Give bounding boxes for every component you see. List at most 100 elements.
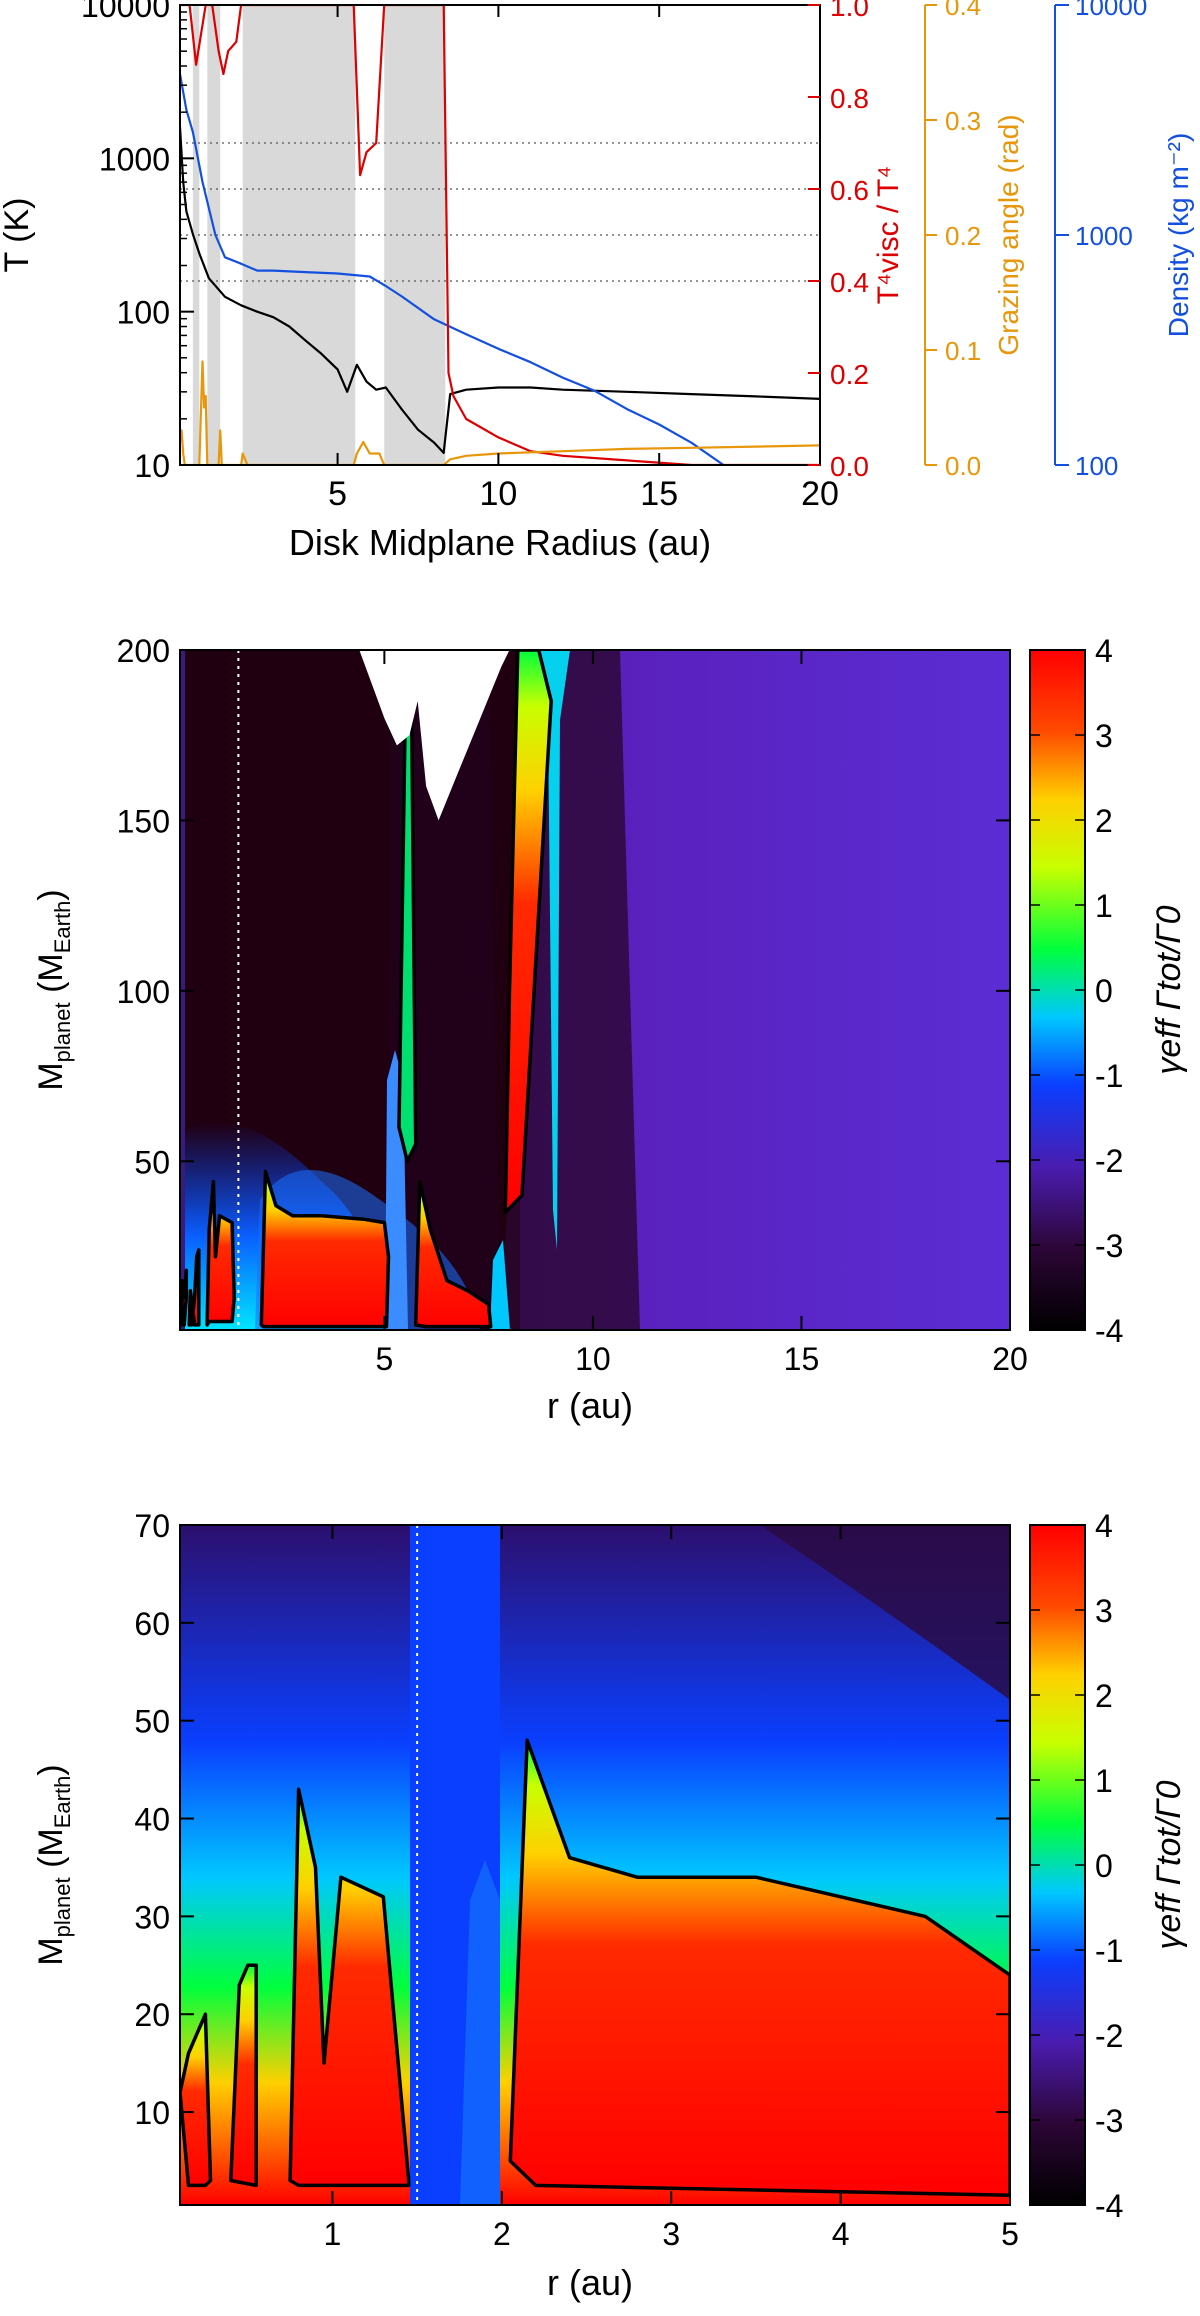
panel2-y-label-main: M <box>32 1062 70 1090</box>
panel2-y-label-sub1: planet <box>50 1002 75 1062</box>
ratio-tick-label: 1.0 <box>830 0 869 22</box>
panel3-y-label-sub1: planet <box>50 1877 75 1937</box>
y-tick-label: 50 <box>134 1704 170 1740</box>
panel1: 5 10 15 20 10 100 1000 10000 0.0 0.2 0.4 0.6 0.8 1.… <box>0 0 1194 563</box>
colorbar-tick-label: 1 <box>1095 1763 1113 1799</box>
shaded-region-1 <box>192 5 200 465</box>
panel2-dark-gap-region <box>390 650 500 1330</box>
panel1-temperature-axis-label: T (K) <box>0 198 36 273</box>
density-tick-label: 10000 <box>1075 0 1147 21</box>
panel3-dark-corner <box>760 1525 1010 1700</box>
zero-contour-3 <box>288 1787 411 2188</box>
panel2-x-axis-label: r (au) <box>547 1385 633 1426</box>
colorbar-tick-label: -4 <box>1095 2188 1123 2224</box>
y-tick-label: 100 <box>117 974 170 1010</box>
panel3-plot-frame <box>179 1524 1011 2206</box>
panel1-x-ticks: 5 10 15 20 <box>328 5 839 513</box>
T-tick-label: 100 <box>117 295 170 331</box>
density-tick-label: 100 <box>1075 451 1118 481</box>
zero-contour-5 <box>413 1179 493 1329</box>
x-tick-label: 15 <box>784 1341 820 1377</box>
y-tick-label: 30 <box>134 1899 170 1935</box>
x-tick-label: 15 <box>640 475 678 513</box>
y-tick-label: 20 <box>134 1997 170 2033</box>
x-tick-label: 20 <box>992 1341 1028 1377</box>
colorbar-tick-label: -3 <box>1095 2103 1123 2139</box>
x-tick-label: 3 <box>662 2216 680 2252</box>
angle-tick-label: 0.1 <box>945 336 981 366</box>
x-tick-label: 2 <box>493 2216 511 2252</box>
panel1-series <box>180 5 820 465</box>
colorbar-tick-label: -1 <box>1095 1058 1123 1094</box>
panel2-warm-spike-3 <box>540 650 570 1250</box>
panel3-y-label-end: ) <box>32 1764 70 1775</box>
series-density-line <box>180 74 725 465</box>
positive-torque-region-5 <box>415 1181 491 1327</box>
panel1-density-axis-label: Density (kg m⁻²) <box>1163 133 1194 338</box>
panel1-left-axis-ticks: 10 100 1000 10000 <box>81 0 194 484</box>
colorbar-tick-label: 0 <box>1095 973 1113 1009</box>
panel3-contours <box>180 1738 1010 2197</box>
panel3-y-axis-label: Mplanet (MEarth) <box>32 1764 75 1965</box>
x-tick-label: 10 <box>575 1341 611 1377</box>
colorbar-tick-label: -1 <box>1095 1933 1123 1969</box>
colorbar-tick-label: 4 <box>1095 633 1113 669</box>
zero-contour-6 <box>397 699 418 1164</box>
colorbar-tick-label: -2 <box>1095 1143 1123 1179</box>
panel2-x-ticks: 5 10 15 20 <box>375 650 1028 1377</box>
x-tick-label: 5 <box>375 1341 393 1377</box>
y-tick-label: 200 <box>117 633 170 669</box>
panel1-plot-frame <box>179 4 821 466</box>
angle-tick-label: 0.3 <box>945 106 981 136</box>
panel1-density-axis-ticks: 100 1000 10000 <box>1055 0 1147 481</box>
y-tick-label: 60 <box>134 1606 170 1642</box>
panel3-cyan-gap-streak <box>460 1860 500 2205</box>
panel2-contours <box>180 650 553 1329</box>
colorbar-tick-label: -2 <box>1095 2018 1123 2054</box>
shaded-region-2 <box>207 5 221 465</box>
colorbar-tick-label: 3 <box>1095 1593 1113 1629</box>
positive-torque-region-4 <box>261 1171 389 1327</box>
panel1-ratio-axis-ticks: 0.0 0.2 0.4 0.6 0.8 1.0 <box>808 0 869 482</box>
zero-contour-3 <box>205 1179 236 1327</box>
x-tick-label: 10 <box>479 475 517 513</box>
panel3-warm-fills <box>180 1740 1010 2196</box>
panel2-blank-region <box>359 650 510 821</box>
panel2-y-axis-label: Mplanet (MEarth) <box>32 889 75 1090</box>
zero-contour-7 <box>503 650 553 1215</box>
panel3-y-ticks: 10 20 30 40 50 60 70 <box>134 1508 1010 2131</box>
positive-torque-region-2 <box>230 1965 257 2186</box>
colorbar-tick-label: -3 <box>1095 1228 1123 1264</box>
y-tick-label: 50 <box>134 1144 170 1180</box>
colorbar-tick-label: 2 <box>1095 803 1113 839</box>
zero-contour-2 <box>187 1248 201 1327</box>
angle-tick-label: 0.0 <box>945 451 981 481</box>
angle-tick-label: 0.2 <box>945 221 981 251</box>
panel1-ratio-axis-label: T⁴visc / T⁴ <box>872 166 905 305</box>
panel1-x-axis-label: Disk Midplane Radius (au) <box>289 522 711 563</box>
zero-contour-4 <box>508 1738 1010 2197</box>
colorbar-tick-label: 4 <box>1095 1508 1113 1544</box>
ratio-tick-label: 0.8 <box>830 83 869 114</box>
colorbar-tick-label: -4 <box>1095 1313 1123 1349</box>
panel3-y-label-main: M <box>32 1937 70 1965</box>
colorbar-tick-label: 2 <box>1095 1678 1113 1714</box>
panel1-angle-axis-label: Grazing angle (rad) <box>993 114 1024 355</box>
ratio-tick-label: 0.4 <box>830 267 869 298</box>
colorbar-tick-label: 1 <box>1095 888 1113 924</box>
zero-contour-4 <box>259 1169 391 1329</box>
panel3-y-label-sub2: Earth <box>50 1776 75 1829</box>
positive-torque-region-4 <box>510 1740 1010 2196</box>
series-T-line <box>180 126 820 454</box>
panel3-x-axis-label: r (au) <box>547 2262 633 2303</box>
panel3-colorbar-ticks: -4 -3 -2 -1 0 1 2 3 4 <box>1030 1508 1123 2224</box>
panel2-y-ticks: 50 100 150 200 <box>117 633 1010 1180</box>
positive-torque-region-1 <box>180 2014 211 2186</box>
panel1-reference-lines <box>180 142 820 282</box>
panel2-y-label-end: ) <box>32 889 70 900</box>
y-tick-label: 10 <box>134 2095 170 2131</box>
positive-torque-region-7 <box>505 650 552 1213</box>
panel2-heatmap <box>180 650 1010 1330</box>
